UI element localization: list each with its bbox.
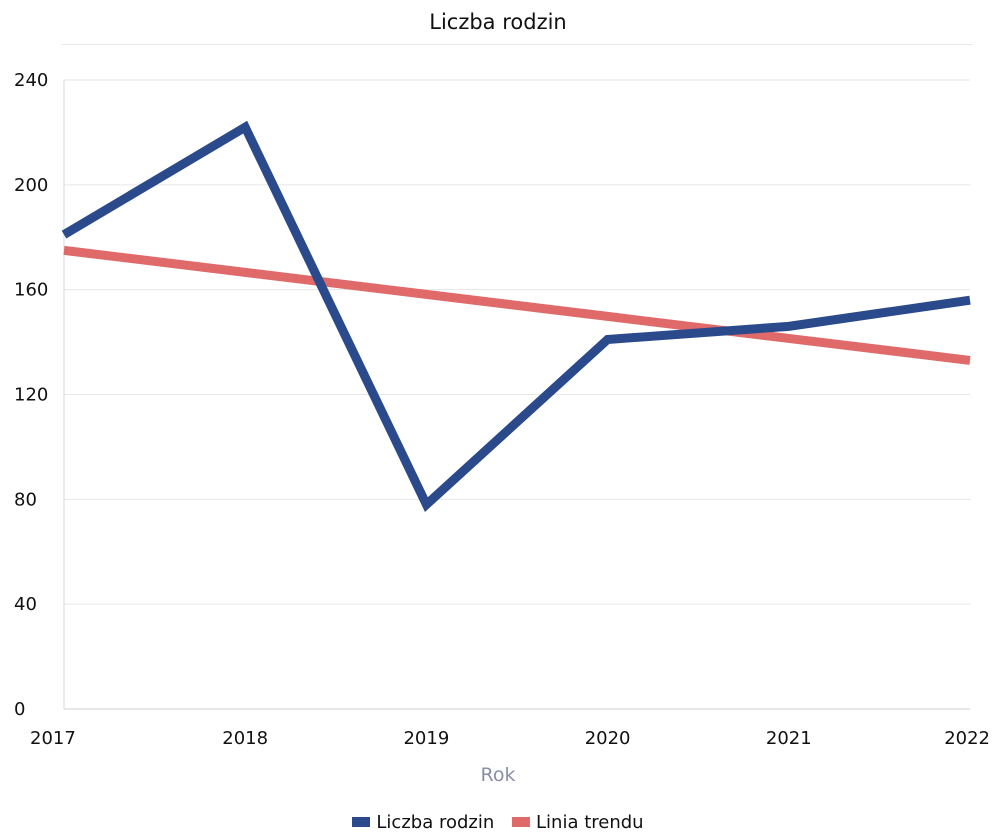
series-line-liczba-rodzin [61, 120, 971, 512]
x-tick-label: 2017 [30, 728, 76, 749]
x-axis-label: Rok [480, 764, 516, 786]
legend-label-linia-trendu: Linia trendu [536, 812, 644, 833]
legend-swatch-linia-trendu [512, 817, 530, 827]
x-tick-label: 2020 [585, 728, 631, 749]
legend-item-liczba-rodzin[interactable]: Liczba rodzin [352, 812, 494, 833]
axes [63, 80, 970, 710]
title-divider [62, 44, 972, 45]
x-axis-ticks: 2017 2018 2019 2020 2021 2022 [30, 728, 990, 749]
series-lines [61, 120, 971, 512]
x-tick-label: 2022 [944, 728, 990, 749]
y-tick-label: 160 [14, 280, 48, 301]
chart-title: Liczba rodzin [429, 10, 567, 34]
y-axis-ticks: 0 40 80 120 160 200 240 [14, 70, 48, 720]
y-tick-label: 40 [14, 594, 37, 615]
series-line-linia-trendu [63, 245, 971, 365]
legend-label-liczba-rodzin: Liczba rodzin [376, 812, 495, 833]
y-tick-label: 80 [14, 489, 37, 510]
y-tick-label: 240 [14, 70, 48, 91]
x-tick-label: 2021 [766, 728, 812, 749]
grid-lines [64, 79, 970, 605]
x-tick-label: 2018 [222, 728, 268, 749]
legend-item-linia-trendu[interactable]: Linia trendu [512, 812, 644, 833]
y-tick-label: 0 [14, 699, 25, 720]
y-tick-label: 200 [14, 175, 48, 196]
legend: Liczba rodzin Linia trendu [0, 812, 996, 833]
x-tick-label: 2019 [403, 728, 449, 749]
y-tick-label: 120 [14, 385, 48, 406]
legend-swatch-liczba-rodzin [352, 817, 371, 827]
